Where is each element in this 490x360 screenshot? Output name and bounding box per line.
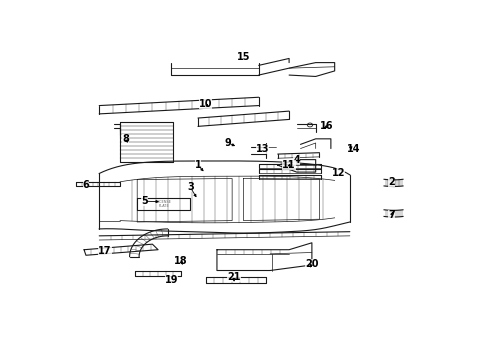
- Text: 2: 2: [388, 177, 395, 187]
- Text: 10: 10: [199, 99, 212, 109]
- Text: 5: 5: [142, 196, 148, 206]
- Text: 9: 9: [225, 138, 232, 148]
- Text: 19: 19: [165, 275, 178, 285]
- Text: 20: 20: [305, 258, 318, 269]
- Text: LICENSE
PLATE: LICENSE PLATE: [156, 200, 171, 208]
- Text: 17: 17: [98, 246, 112, 256]
- Text: 16: 16: [320, 121, 334, 131]
- Text: 3: 3: [187, 183, 194, 192]
- Text: 7: 7: [388, 210, 395, 220]
- Text: 1: 1: [195, 160, 201, 170]
- Text: 21: 21: [227, 273, 241, 283]
- Text: 8: 8: [122, 134, 129, 144]
- Text: 18: 18: [174, 256, 188, 266]
- Text: 11: 11: [282, 160, 296, 170]
- Text: 6: 6: [82, 180, 89, 190]
- Text: 13: 13: [256, 144, 270, 153]
- Text: 14: 14: [347, 144, 361, 153]
- Text: 4: 4: [294, 155, 300, 165]
- Text: 15: 15: [237, 52, 250, 62]
- Text: 12: 12: [332, 168, 345, 179]
